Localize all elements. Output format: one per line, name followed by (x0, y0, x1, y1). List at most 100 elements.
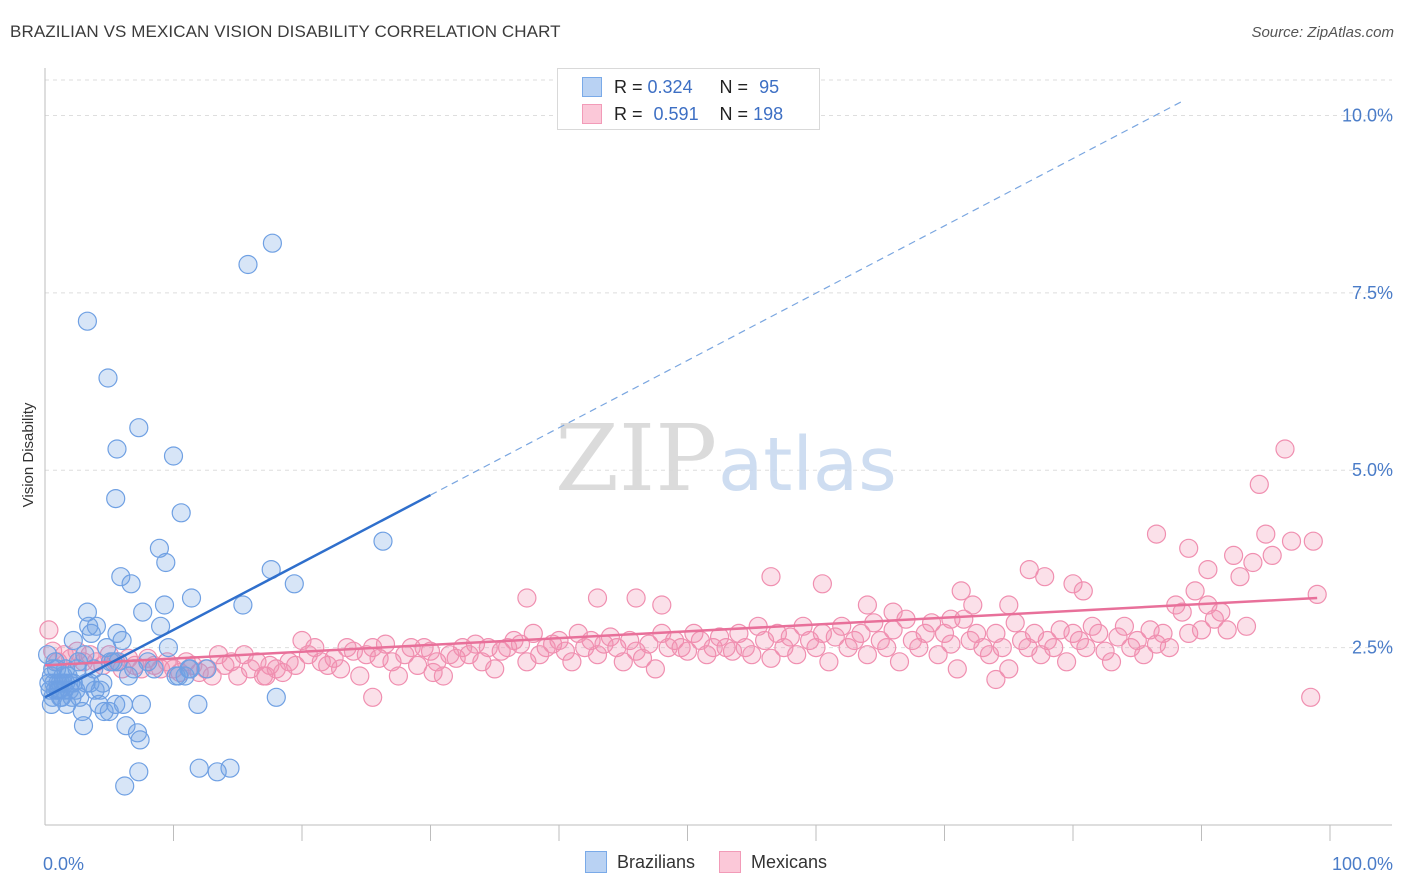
mexican-point-210 (883, 602, 903, 622)
brazilian-point-0 (37, 645, 58, 665)
brazilian-point-56 (112, 630, 132, 651)
mexican-point-81 (555, 641, 576, 661)
mexican-point-60 (420, 641, 441, 661)
mexican-point-211 (941, 609, 961, 629)
mexican-point-127 (851, 623, 871, 644)
x-tick-labels: 0.0% 100.0% (43, 854, 1393, 874)
brazilian-point-90 (373, 531, 393, 551)
mexican-point-190 (1256, 524, 1276, 544)
mexican-point-0 (39, 620, 59, 640)
mexican-point-215 (999, 595, 1019, 615)
mexican-point-208 (812, 574, 833, 594)
brazilian-point-55 (111, 567, 131, 587)
mexican-point-212 (951, 581, 971, 601)
mexican-point-99 (671, 637, 691, 658)
mexican-point-171 (1134, 645, 1154, 665)
mexican-point-107 (722, 641, 743, 661)
mexican-point-194 (1301, 687, 1321, 707)
brazilian-point-57 (113, 694, 134, 715)
mexican-point-218 (1063, 574, 1083, 594)
mexican-point-191 (1262, 545, 1282, 566)
mexican-point-58 (408, 655, 428, 676)
brazilian-point-84 (233, 595, 253, 615)
mexican-point-149 (992, 637, 1012, 658)
mexican-point-106 (716, 637, 736, 658)
legend-item-mexicans[interactable]: Mexicans (719, 851, 827, 873)
mexican-point-117 (787, 645, 807, 665)
brazilian-point-88 (266, 687, 286, 707)
mexican-point-164 (1089, 623, 1109, 644)
mexican-point-198 (1307, 584, 1327, 605)
stats-legend: R = 0.324 N = 95 R = 0.591 N = 198 (557, 68, 820, 130)
grid-lines (45, 79, 1392, 649)
legend-swatch-mexicans (582, 104, 602, 124)
mexicans-points (39, 439, 1327, 707)
mexican-point-100 (677, 641, 698, 661)
y-tick-labels: 2.5% 5.0% 7.5% 10.0% (1342, 105, 1393, 657)
legend-swatch-mexicans (719, 851, 742, 873)
brazilian-point-96 (163, 446, 184, 466)
mexican-point-53 (375, 634, 396, 654)
legend-n-label: N = (719, 76, 749, 97)
watermark-atlas: atlas (718, 422, 897, 508)
mexican-point-62 (433, 666, 453, 686)
brazilian-point-58 (116, 716, 136, 736)
mexican-point-197 (1198, 559, 1218, 580)
mexican-point-180 (1191, 620, 1212, 640)
mexican-point-116 (780, 627, 800, 647)
brazilian-point-46 (93, 673, 113, 693)
mexican-point-91 (620, 630, 640, 651)
mexican-point-206 (652, 595, 672, 615)
legend-r-value-mexicans: 0.591 (653, 103, 699, 124)
source-label: Source: ZipAtlas.com (1251, 24, 1394, 41)
brazilian-point-69 (149, 538, 169, 558)
mexican-point-94 (639, 634, 659, 654)
mexican-point-59 (414, 637, 434, 658)
mexican-point-105 (709, 627, 730, 647)
brazilian-point-98 (197, 659, 217, 679)
mexican-point-166 (1101, 652, 1122, 672)
brazilian-point-65 (133, 602, 153, 622)
brazilian-point-42 (85, 680, 105, 700)
legend-swatch-brazilians (585, 851, 607, 873)
mexican-point-209 (857, 595, 878, 615)
brazilian-point-78 (180, 659, 200, 679)
mexican-point-109 (735, 637, 755, 658)
mexican-point-46 (331, 659, 351, 679)
mexican-point-47 (337, 637, 357, 658)
mexican-point-93 (632, 648, 653, 668)
mexican-point-184 (1217, 620, 1237, 640)
mexican-point-168 (1114, 616, 1135, 636)
brazilian-point-66 (131, 694, 151, 715)
brazilians-trend-line (44, 493, 432, 699)
mexican-point-122 (819, 652, 839, 672)
mexican-point-175 (1159, 637, 1180, 658)
brazilians-trend-extension (430, 100, 1183, 496)
mexican-point-139 (928, 645, 948, 665)
brazilian-point-34 (73, 716, 94, 736)
mexican-point-70 (485, 659, 505, 679)
mexican-point-77 (530, 645, 550, 665)
y-axis-label: Vision Disability (20, 402, 37, 507)
mexican-point-157 (1044, 637, 1064, 658)
brazilian-point-52 (106, 694, 126, 715)
mexican-point-196 (1146, 524, 1167, 544)
brazilian-point-92 (98, 368, 118, 388)
legend-swatch-brazilians (582, 77, 602, 97)
mexican-point-140 (934, 623, 955, 644)
mexican-point-128 (857, 645, 878, 665)
brazilian-point-95 (129, 418, 149, 438)
mexican-point-136 (909, 637, 929, 658)
mexican-point-120 (806, 637, 826, 658)
mexican-point-183 (1211, 602, 1231, 622)
mexican-point-148 (986, 623, 1006, 644)
y-tick-label-0: 2.5% (1352, 638, 1393, 658)
brazilian-point-43 (86, 616, 107, 636)
mexican-point-159 (1056, 652, 1077, 672)
legend-item-brazilians[interactable]: Brazilians (585, 851, 695, 873)
legend-row-mexicans: R = 0.591 N = 198 (582, 102, 783, 126)
mexican-point-133 (889, 652, 910, 672)
brazilian-point-64 (129, 762, 149, 782)
mexican-point-110 (742, 645, 762, 665)
mexican-point-76 (523, 623, 543, 644)
